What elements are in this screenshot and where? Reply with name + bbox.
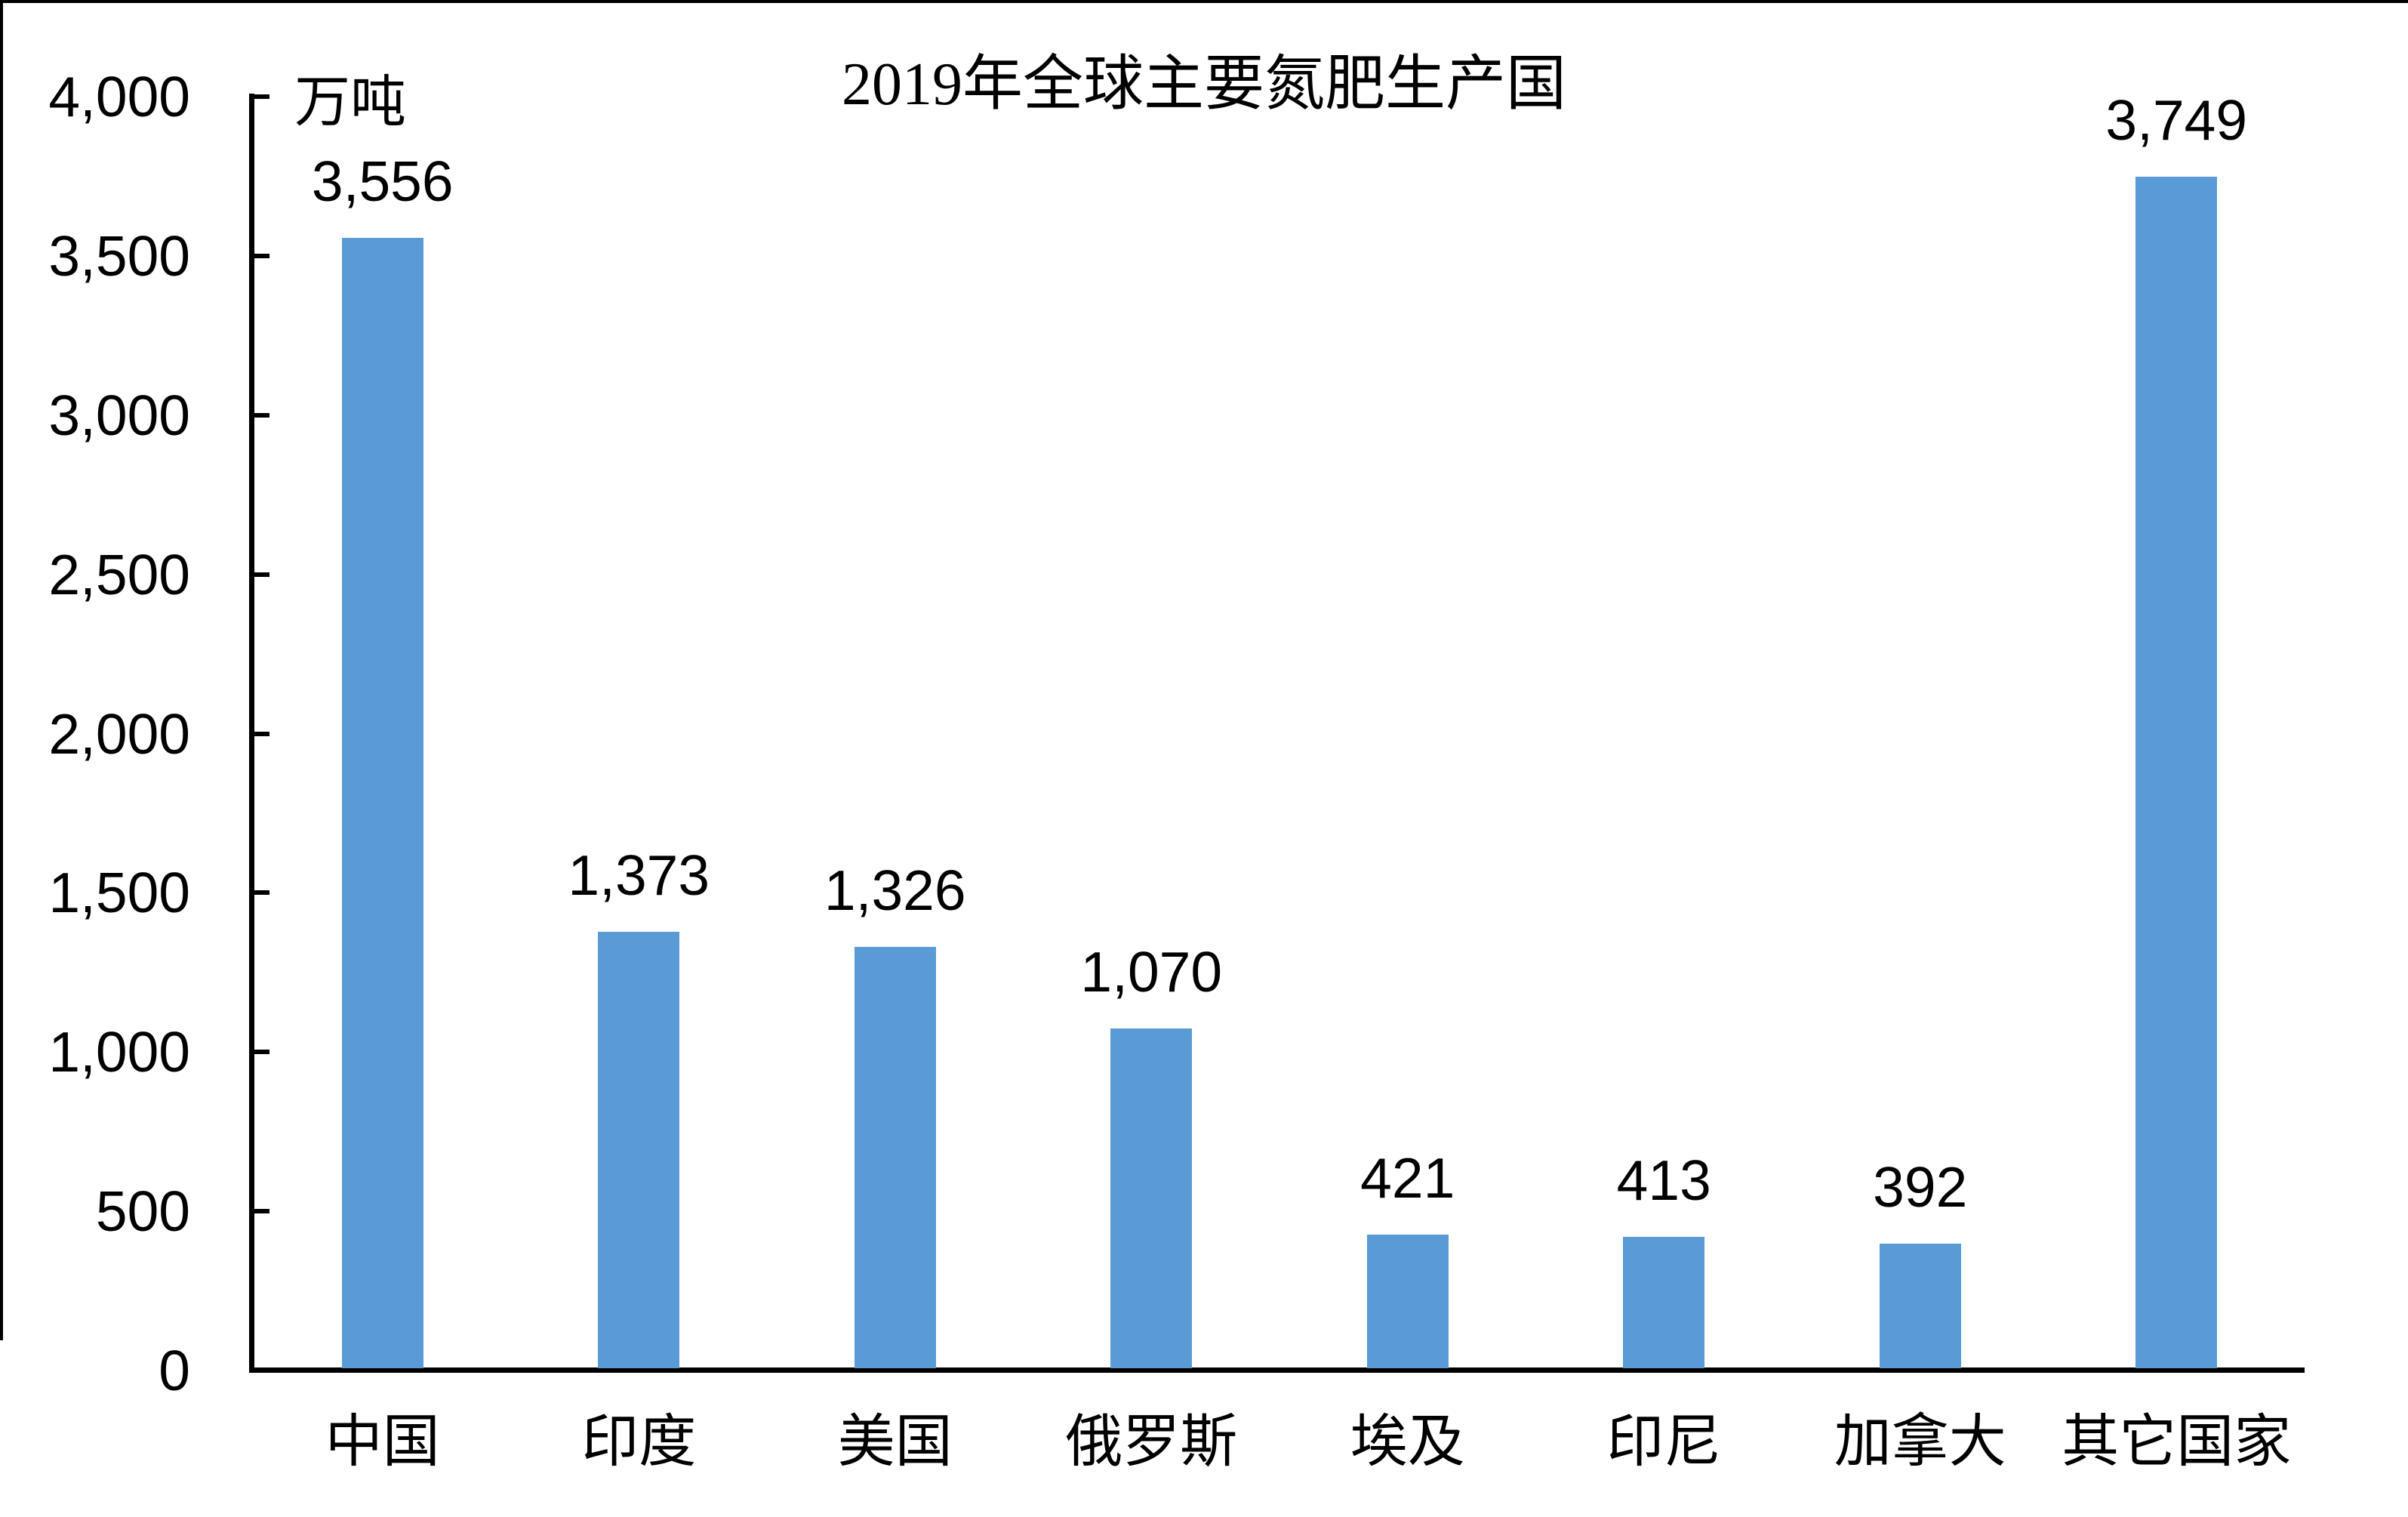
- x-axis-category-label: 印度: [581, 1411, 697, 1474]
- y-axis-tick-label: 1,500: [48, 861, 190, 925]
- bar-value-label: 392: [1873, 1155, 1968, 1219]
- bar-value-label: 413: [1616, 1149, 1711, 1212]
- bar: [1879, 1244, 1961, 1368]
- top-border-line: [0, 0, 2408, 3]
- bar-value-label: 1,326: [824, 859, 966, 922]
- y-axis-tick-label: 1,000: [48, 1020, 190, 1084]
- y-axis-tick-label: 4,000: [48, 65, 190, 128]
- y-axis-tick-label: 2,500: [48, 542, 190, 606]
- y-axis-unit-label: 万吨: [294, 72, 406, 134]
- y-axis-tick: [254, 731, 269, 736]
- bar: [1110, 1028, 1193, 1368]
- y-axis-tick-label: 3,000: [48, 383, 190, 447]
- bar: [598, 932, 680, 1368]
- x-axis-category-label: 埃及: [1350, 1411, 1465, 1474]
- bar: [1366, 1235, 1449, 1368]
- bar-value-label: 1,373: [568, 843, 710, 907]
- y-axis-tick: [254, 412, 269, 418]
- x-axis-category-label: 加拿大: [1834, 1411, 2006, 1474]
- y-axis-tick-label: 0: [159, 1339, 190, 1402]
- y-axis-tick: [254, 890, 269, 896]
- x-axis-category-label: 其它国家: [2062, 1411, 2292, 1474]
- y-axis-tick-label: 3,500: [48, 224, 190, 288]
- x-axis-category-label: 中国: [325, 1411, 440, 1474]
- y-axis-tick-label: 2,000: [48, 701, 190, 766]
- bar: [854, 947, 936, 1368]
- bar-value-label: 3,749: [2105, 88, 2248, 152]
- bar: [341, 238, 423, 1368]
- bar-value-label: 1,070: [1080, 940, 1223, 1004]
- y-axis-tick: [254, 572, 269, 577]
- y-axis-tick-label: 500: [95, 1179, 190, 1244]
- y-axis-tick: [254, 94, 269, 99]
- y-axis-tick: [254, 1209, 269, 1214]
- y-axis-tick: [254, 1050, 269, 1055]
- x-axis-line: [249, 1367, 2305, 1373]
- x-axis-category-label: 俄罗斯: [1065, 1411, 1238, 1474]
- chart-title: 2019年全球主要氮肥生产国: [842, 51, 1566, 118]
- y-axis-tick: [254, 253, 269, 258]
- left-border-line: [0, 0, 3, 1340]
- bar: [1623, 1237, 1705, 1368]
- x-axis-category-label: 印尼: [1606, 1411, 1722, 1474]
- bar: [2135, 177, 2218, 1368]
- y-axis-tick: [254, 1368, 269, 1373]
- y-axis-line: [249, 94, 254, 1373]
- bar-value-label: 3,556: [311, 150, 454, 213]
- bar-value-label: 421: [1360, 1146, 1455, 1210]
- x-axis-category-label: 美国: [837, 1411, 953, 1474]
